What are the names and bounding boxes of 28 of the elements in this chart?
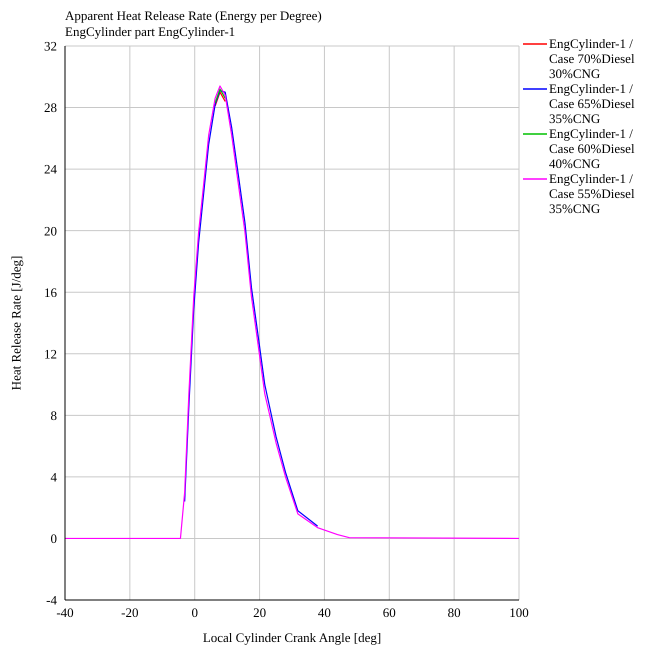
y-tick-label: 16	[44, 284, 58, 300]
x-axis-title: Local Cylinder Crank Angle [deg]	[202, 630, 382, 645]
y-tick-label: 20	[44, 223, 57, 238]
x-tick-label: -20	[121, 605, 139, 620]
y-tick-label: -4	[46, 592, 58, 608]
x-tick-label: 80	[448, 605, 461, 620]
x-tick-label: 60	[382, 605, 396, 620]
y-tick-label: 12	[44, 346, 57, 362]
y-tick-label: 4	[50, 470, 58, 485]
x-tick-label: 40	[318, 605, 331, 620]
legend-label: EngCylinder-1 / Case 65%Diesel 35%CNG	[549, 81, 636, 126]
x-tick-label: 20	[253, 605, 266, 620]
y-tick-label: 24	[44, 162, 58, 177]
chart-title: Apparent Heat Release Rate (Energy per Degree)	[65, 8, 323, 24]
y-tick-label: 8	[50, 408, 57, 423]
y-tick-label: 32	[44, 38, 57, 54]
line-series	[65, 85, 519, 540]
y-tick-label: 0	[50, 531, 57, 546]
x-tick-label: 0	[191, 605, 198, 620]
y-tick-label: 28	[44, 100, 57, 116]
x-tick-label: -40	[56, 605, 74, 620]
legend-label: EngCylinder-1 / Case 70%Diesel 30%CNG	[549, 36, 636, 81]
y-axis-title: Heat Release Rate [J/deg]	[8, 256, 24, 390]
x-tick-label: 100	[509, 605, 529, 620]
legend-label: EngCylinder-1 / Case 60%Diesel 40%CNG	[549, 126, 636, 171]
chart-subtitle: EngCylinder part EngCylinder-1	[65, 24, 236, 39]
line-series	[184, 90, 318, 527]
legend-label: EngCylinder-1 / Case 55%Diesel 35%CNG	[549, 171, 636, 216]
